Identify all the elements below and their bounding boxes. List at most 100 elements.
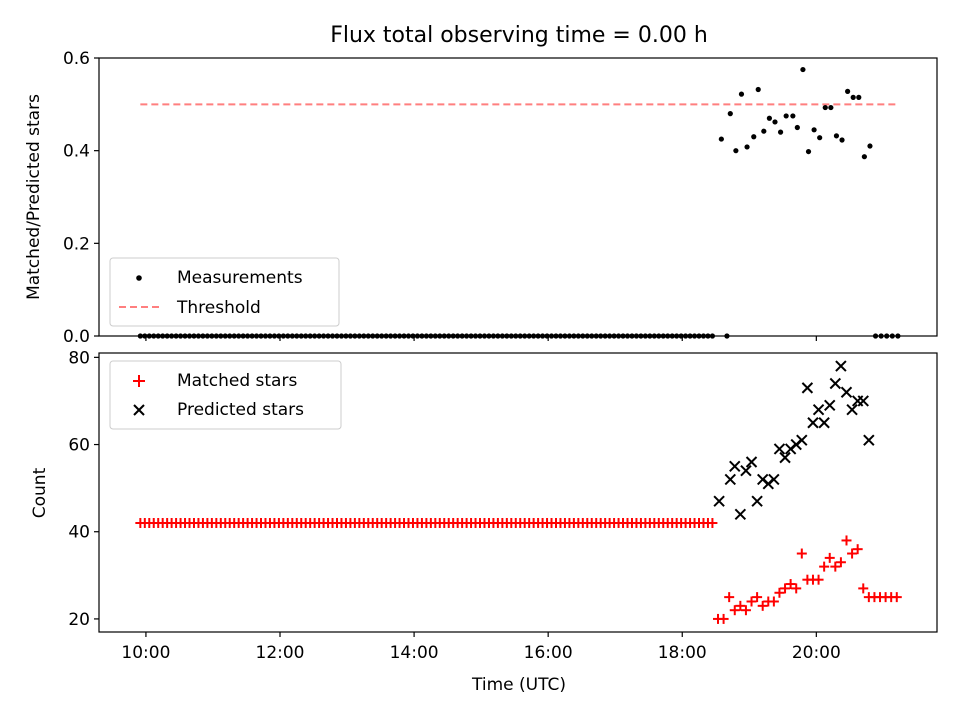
predicted-star-point [818,417,830,429]
matched-star-point [819,561,830,572]
matched-star-point [757,600,768,611]
matched-star-point [724,592,735,603]
x-tick-label: 10:00 [121,643,170,663]
predicted-star-point [773,443,786,455]
x-tick-label: 12:00 [256,643,305,663]
measurement-point [733,148,739,154]
measurement-point [727,111,733,117]
matched-star-point [830,561,841,572]
matched-star-point [791,583,802,594]
legend-predicted-label: Predicted stars [177,400,304,420]
figure-title: Flux total observing time = 0.00 h [330,23,708,48]
measurement-point [845,88,851,94]
x-tick-label: 20:00 [792,643,841,663]
measurement-point [828,104,834,111]
predicted-star-point [829,377,842,390]
matched-star-point [718,613,729,624]
predicted-star-point [824,399,836,412]
legend-matched-label: Matched stars [177,371,297,391]
x-axis-label: Time (UTC) [471,675,566,695]
x-tick-label: 14:00 [390,643,439,663]
measurement-point [850,94,856,100]
matched-star-point [852,544,863,555]
measurement-point [755,86,761,93]
measurement-point [839,137,845,143]
legend-measurements-label: Measurements [177,268,303,288]
measurement-point [744,144,750,150]
top-y-tick-label: 0.4 [63,142,90,162]
matched-star-point [729,605,740,616]
matched-star-point [841,535,852,546]
measurement-point [751,134,757,140]
measurement-point [867,143,873,149]
bottom-y-tick-label: 80 [68,348,90,368]
top-axes: 0.0 0.2 0.4 0.6 Matched/Predicted stars Mea… [24,49,938,347]
measurement-point [772,119,778,125]
measurement-point [718,136,724,142]
measurement-point [766,115,773,121]
bottom-y-tick-label: 40 [68,523,90,543]
matched-star-point [858,583,869,594]
predicted-star-point [863,434,875,446]
top-y-axis-label: Matched/Predicted stars [24,94,44,300]
predicted-star-point [846,403,858,416]
predicted-star-point [801,382,814,394]
matched-star-point [740,605,751,616]
measurement-point [817,135,823,141]
predicted-star-point [729,460,741,473]
measurement-point [800,66,806,73]
matched-star-point [785,579,796,590]
predicted-star-point [807,417,819,429]
bottom-legend: Matched stars Predicted stars [109,360,342,430]
predicted-star-point [740,464,752,477]
bottom-y-tick-label: 60 [68,436,90,456]
bottom-axes-frame [98,352,938,633]
bottom-plot-marks [135,360,902,624]
measurement-point [738,91,745,97]
measurement-point [833,133,840,139]
measurement-point [794,124,800,131]
legend-matched-marker [133,375,145,387]
measurement-point [822,104,828,111]
predicted-star-point [713,495,725,507]
predicted-star-point [796,434,808,446]
x-tick-label: 18:00 [658,643,707,663]
top-legend-box [109,257,340,327]
predicted-star-point [840,386,853,398]
bottom-legend-box [109,360,342,430]
matched-star-point [835,557,846,568]
bottom-y-ticks: 20 40 60 80 [68,348,99,630]
predicted-star-point [768,473,780,486]
matched-star-point [891,592,902,603]
bottom-y-axis-label: Count [30,467,50,518]
predicted-star-point [779,451,791,464]
matched-star-point [746,596,757,607]
measurement-point [761,128,767,134]
bottom-y-tick-label: 20 [68,610,90,630]
legend-threshold-label: Threshold [176,298,261,318]
top-x-ticks [145,336,817,341]
top-y-tick-label: 0.2 [63,234,90,254]
matched-star-point [707,518,718,529]
bottom-x-ticks: 10:00 12:00 14:00 16:00 18:00 20:00 [121,632,841,663]
predicted-star-point [751,495,763,507]
matched-star-point [768,596,779,607]
matched-star-point [752,592,763,603]
measurement-point [805,148,812,155]
measurement-point [811,127,817,133]
legend-measurements-marker [136,275,142,281]
measurement-point [777,129,784,135]
top-y-tick-label: 0.0 [63,327,90,347]
predicted-star-point [857,395,869,407]
predicted-star-point [724,473,737,486]
predicted-star-point [835,360,847,372]
matched-star-point [824,552,835,563]
measurement-point [856,94,862,100]
legend-predicted-marker [133,404,145,416]
predicted-star-point [734,508,747,521]
top-axes-frame [98,57,938,337]
predicted-star-point [745,456,758,468]
